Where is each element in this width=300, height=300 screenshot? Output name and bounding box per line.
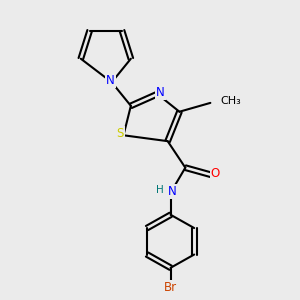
Text: O: O bbox=[211, 167, 220, 180]
Text: CH₃: CH₃ bbox=[221, 95, 242, 106]
Text: Br: Br bbox=[164, 281, 177, 294]
Text: N: N bbox=[156, 86, 165, 99]
Text: S: S bbox=[116, 127, 124, 140]
Text: N: N bbox=[106, 74, 115, 87]
Text: H: H bbox=[155, 185, 163, 195]
Text: N: N bbox=[168, 185, 176, 198]
